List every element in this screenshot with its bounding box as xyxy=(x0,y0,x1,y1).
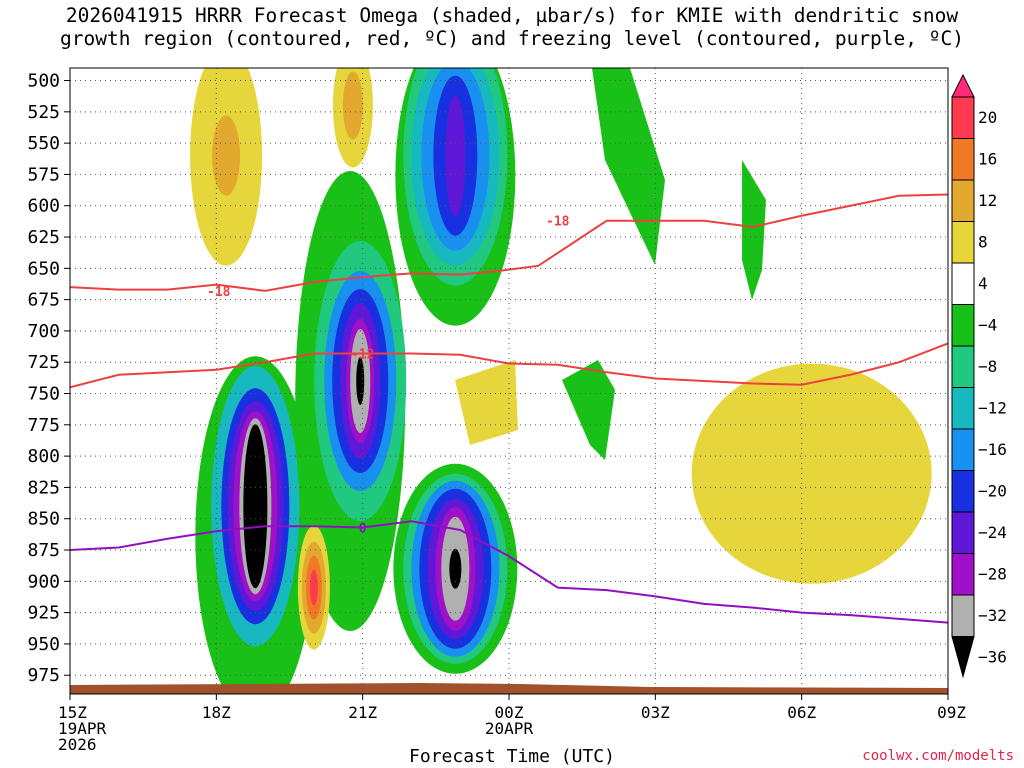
contour-label-0C-0: 0 xyxy=(359,521,367,536)
y-tick-label-950: 950 xyxy=(27,634,60,655)
omega-blob-rise-upper-left xyxy=(190,68,263,266)
contour-line-0C xyxy=(70,520,948,624)
omega-shade-rise-1930z-16 xyxy=(309,569,318,606)
omega-shade-rise-upper-left-8 xyxy=(212,115,241,196)
x-axis-label: Forecast Time (UTC) xyxy=(409,746,615,767)
y-tick-label-675: 675 xyxy=(27,290,60,311)
y-tick-label-800: 800 xyxy=(27,446,60,467)
y-tick-label-650: 650 xyxy=(27,258,60,279)
colorbar-swatch-4 xyxy=(951,262,975,305)
colorbar-label-13: −36 xyxy=(978,648,1007,667)
colorbar-label-10: −24 xyxy=(978,523,1007,542)
omega-shade-upper-right-b xyxy=(742,160,766,300)
omega-blob-core-2230z xyxy=(393,463,518,674)
colorbar-top-arrow xyxy=(951,73,975,98)
colorbar-label-12: −32 xyxy=(978,606,1007,625)
x-tick-sublabel-0: 19APR xyxy=(58,719,107,738)
omega-shade-mid-yellow xyxy=(455,360,518,445)
omega-blob-rise-1930z xyxy=(297,525,330,650)
colorbar: 20 16 12 8 4 −4 −8 −12 −16 −20 −24 −28 −32 −36 xyxy=(951,73,1007,679)
colorbar-bottom-arrow xyxy=(951,636,975,679)
y-tick-label-600: 600 xyxy=(27,196,60,217)
contour-label--18C-0: -18 xyxy=(546,215,570,230)
source-credit: coolwx.com/modelts xyxy=(862,748,1014,764)
x-tick-label-12: 03Z xyxy=(641,703,670,722)
y-tick-label-975: 975 xyxy=(27,665,60,686)
y-tick-label-725: 725 xyxy=(27,352,60,373)
omega-shade-rise-upper-mid-8 xyxy=(342,71,363,140)
colorbar-label-5: −4 xyxy=(978,316,997,335)
chart-title: 2026041915 HRRR Forecast Omega (shaded, … xyxy=(0,4,1024,50)
omega-shade-upper-2230z-m24 xyxy=(445,95,466,216)
omega-shade-rise-late-4 xyxy=(691,363,932,584)
colorbar-swatch-11 xyxy=(951,553,975,596)
colorbar-swatch-0 xyxy=(951,96,975,139)
omega-blob-upper-2230z xyxy=(395,68,516,326)
y-tick-label-925: 925 xyxy=(27,603,60,624)
y-tick-label-575: 575 xyxy=(27,164,60,185)
y-tick-label-625: 625 xyxy=(27,227,60,248)
colorbar-label-9: −20 xyxy=(978,482,1007,501)
colorbar-label-2: 12 xyxy=(978,191,997,210)
omega-blob-rise-late xyxy=(691,363,932,584)
title-line-2: growth region (contoured, red, ºC) and f… xyxy=(60,27,964,50)
colorbar-swatch-12 xyxy=(951,594,975,637)
x-tick-label-6: 21Z xyxy=(348,703,377,722)
colorbar-swatch-2 xyxy=(951,179,975,222)
y-tick-label-500: 500 xyxy=(27,71,60,92)
y-tick-label-525: 525 xyxy=(27,102,60,123)
x-tick-sublabel-9: 20APR xyxy=(485,719,534,738)
omega-blob-core-21z xyxy=(295,171,407,631)
colorbar-label-4: 4 xyxy=(978,274,988,293)
omega-shade-core-21z-m36 xyxy=(356,357,365,405)
colorbar-swatch-10 xyxy=(951,511,975,554)
colorbar-label-6: −8 xyxy=(978,357,997,376)
omega-shade-core-2230z-m36 xyxy=(449,548,462,589)
contour-line--18C xyxy=(70,193,948,292)
x-tick-label-3: 18Z xyxy=(202,703,231,722)
colorbar-label-7: −12 xyxy=(978,399,1007,418)
y-tick-label-700: 700 xyxy=(27,321,60,342)
title-line-1: 2026041915 HRRR Forecast Omega (shaded, … xyxy=(65,4,959,27)
colorbar-swatch-1 xyxy=(951,138,975,181)
y-tick-label-900: 900 xyxy=(27,571,60,592)
x-tick-label-18: 09Z xyxy=(937,703,966,722)
y-tick-label-550: 550 xyxy=(27,133,60,154)
omega-shade-mid-right xyxy=(562,360,615,460)
contour-label--12C-0: -12 xyxy=(351,347,374,362)
colorbar-label-0: 20 xyxy=(978,108,997,127)
y-tick-label-750: 750 xyxy=(27,384,60,405)
y-tick-label-875: 875 xyxy=(27,540,60,561)
y-tick-label-775: 775 xyxy=(27,415,60,436)
x-tick-sublabel2-0: 2026 xyxy=(58,735,97,754)
omega-shade-upper-right-a xyxy=(592,68,665,265)
colorbar-swatch-9 xyxy=(951,470,975,513)
colorbar-label-3: 8 xyxy=(978,233,988,252)
colorbar-swatch-6 xyxy=(951,345,975,388)
omega-blob-core-18z xyxy=(195,356,316,694)
colorbar-label-11: −28 xyxy=(978,565,1007,584)
colorbar-swatch-8 xyxy=(951,428,975,471)
omega-blob-rise-upper-mid xyxy=(332,68,373,168)
contour-label--18C-1: -18 xyxy=(207,285,231,300)
colorbar-swatch-7 xyxy=(951,387,975,430)
x-tick-label-0: 15Z xyxy=(58,703,87,722)
x-tick-label-9: 00Z xyxy=(495,703,524,722)
y-tick-label-825: 825 xyxy=(27,477,60,498)
colorbar-label-1: 16 xyxy=(978,150,997,169)
x-tick-label-15: 06Z xyxy=(787,703,816,722)
colorbar-label-8: −16 xyxy=(978,440,1007,459)
colorbar-swatch-5 xyxy=(951,304,975,347)
omega-shade-core-18z-m36 xyxy=(243,424,268,589)
y-tick-label-850: 850 xyxy=(27,509,60,530)
colorbar-swatch-3 xyxy=(951,221,975,264)
plot-area xyxy=(70,68,948,694)
